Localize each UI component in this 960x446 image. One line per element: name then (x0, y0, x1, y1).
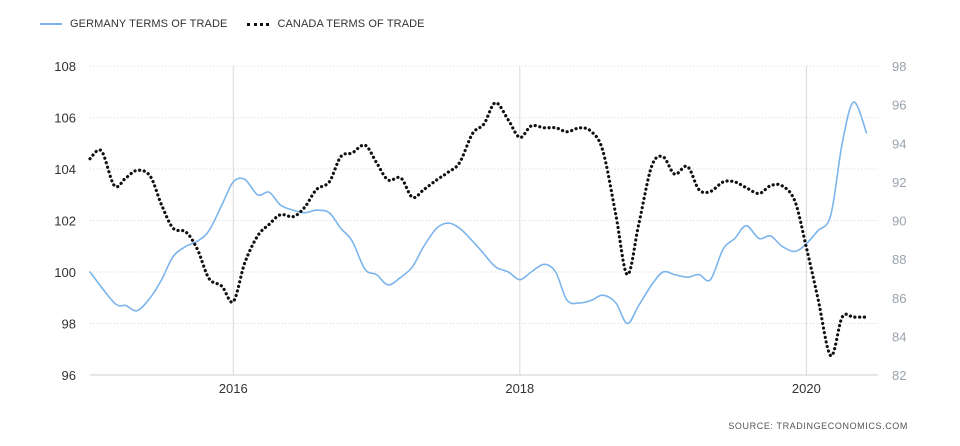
legend-swatch-canada (247, 22, 270, 26)
x-tick-label: 2016 (219, 381, 248, 396)
source-label: SOURCE: (728, 421, 774, 431)
y-right-tick-label: 84 (892, 329, 906, 344)
source-attribution: SOURCE: TRADINGECONOMICS.COM (728, 421, 908, 431)
series-line-germany (89, 101, 868, 325)
legend-item-germany[interactable]: GERMANY TERMS OF TRADE (40, 18, 227, 30)
axis-ticks: 108 106 104 102 100 98 96 98 96 94 92 90 88 86 84 82 201… (54, 59, 906, 396)
y-right-tick-label: 86 (892, 291, 906, 306)
y-right-tick-label: 88 (892, 252, 906, 267)
y-left-tick-label: 98 (62, 317, 76, 332)
legend-item-canada[interactable]: CANADA TERMS OF TRADE (247, 18, 425, 30)
y-right-tick-label: 96 (892, 98, 906, 113)
y-right-tick-label: 90 (892, 214, 906, 229)
y-left-tick-label: 96 (62, 368, 76, 383)
series-line-canada (88, 101, 869, 358)
y-left-tick-label: 102 (54, 214, 76, 229)
y-right-tick-label: 94 (892, 136, 906, 151)
y-right-tick-label: 92 (892, 175, 906, 190)
y-left-tick-label: 100 (54, 265, 76, 280)
y-left-tick-label: 108 (54, 59, 76, 74)
legend-label-canada: CANADA TERMS OF TRADE (277, 18, 425, 30)
y-right-tick-label: 98 (892, 59, 906, 74)
y-left-tick-label: 104 (54, 162, 76, 177)
source-site[interactable]: TRADINGECONOMICS.COM (776, 421, 908, 431)
x-tick-label: 2018 (505, 381, 534, 396)
series-lines (88, 101, 869, 358)
y-right-tick-label: 82 (892, 368, 906, 383)
terms-of-trade-chart: 108 106 104 102 100 98 96 98 96 94 92 90 88 86 84 82 201… (54, 59, 906, 396)
x-tick-label: 2020 (792, 381, 821, 396)
legend-label-germany: GERMANY TERMS OF TRADE (70, 18, 228, 30)
legend-swatch-germany (40, 23, 62, 25)
y-left-tick-label: 106 (54, 111, 76, 126)
grid-lines (90, 65, 878, 376)
chart-legend: GERMANY TERMS OF TRADE CANADA TERMS OF T… (40, 18, 425, 30)
